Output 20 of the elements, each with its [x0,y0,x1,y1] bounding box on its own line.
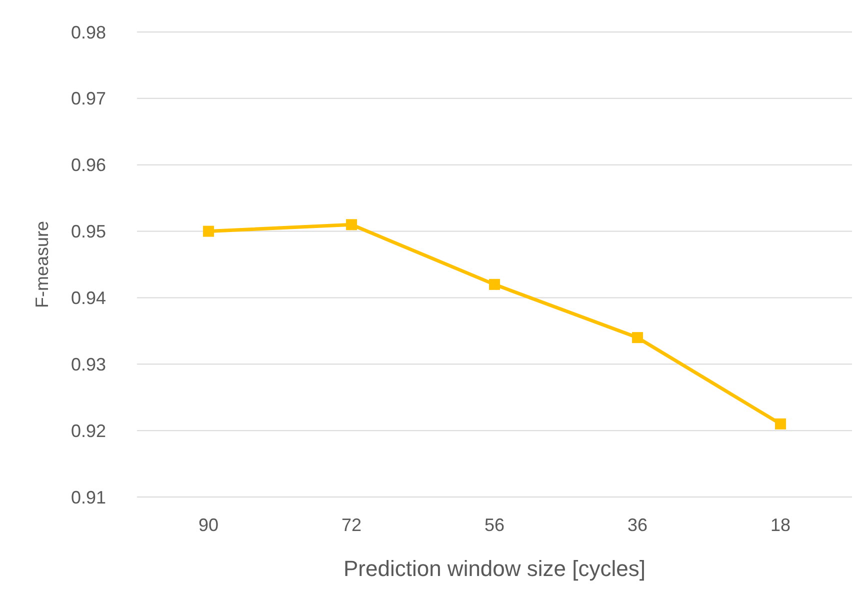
x-tick-label: 56 [484,515,505,535]
y-tick-label: 0.95 [70,222,106,242]
point [775,418,786,430]
y-tick-label: 0.97 [70,88,106,109]
point [203,226,214,237]
x-tick-label: 18 [770,515,791,535]
x-axis-title: Prediction window size [cycles] [343,556,646,581]
y-tick-label: 0.91 [70,487,106,508]
y-tick-label: 0.92 [70,420,106,441]
x-tick-label: 72 [341,515,362,535]
y-tick-label: 0.98 [70,22,106,42]
y-tick-label: 0.94 [70,288,106,308]
x-tick-label: 36 [627,515,648,535]
point [346,219,357,230]
y-axis-title: F-measure [32,220,52,308]
y-tick-label: 0.93 [70,354,106,374]
y-tick-label: 0.96 [70,155,106,176]
point [489,278,500,290]
x-tick-label: 90 [198,515,219,535]
point [632,332,643,344]
